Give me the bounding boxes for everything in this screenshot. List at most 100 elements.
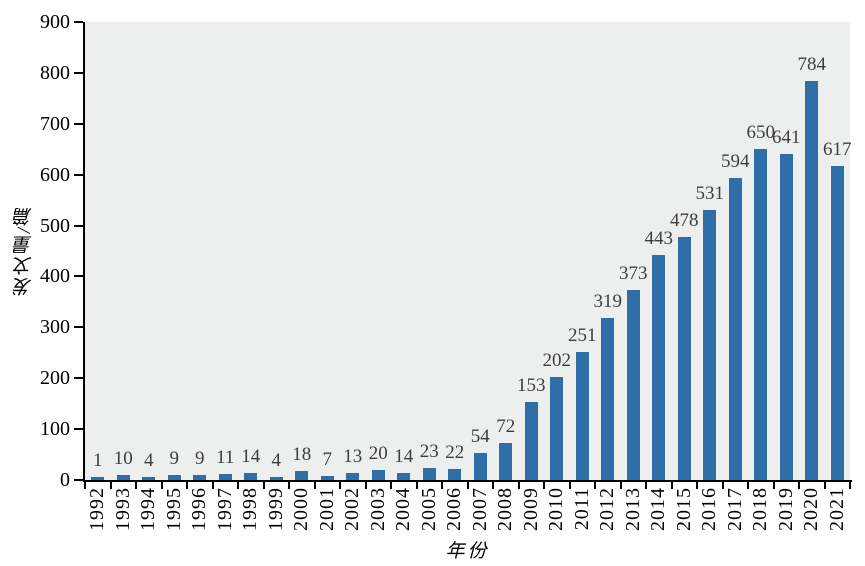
x-tick-label-container: 2020 [800, 487, 824, 531]
x-tick-label: 2019 [774, 487, 797, 531]
bar-value-label: 373 [619, 263, 648, 285]
x-axis-tick [721, 482, 724, 489]
bar-value-label: 202 [542, 350, 572, 372]
bar-value-label: 9 [169, 448, 180, 470]
x-tick-label: 2007 [468, 487, 491, 531]
x-axis-tick [594, 482, 596, 489]
x-tick-label: 2004 [392, 487, 415, 531]
x-tick-label-container: 2003 [366, 487, 390, 531]
x-tick-label: 1997 [213, 487, 236, 531]
bar-value-label: 594 [721, 150, 750, 172]
x-tick-label-container: 2000 [290, 487, 314, 531]
x-axis-tick [441, 482, 443, 489]
bar-value-label: 784 [797, 54, 827, 76]
y-axis-tick [74, 326, 83, 329]
bar-value-label: 10 [113, 447, 133, 469]
y-tick-label: 300 [40, 316, 70, 339]
bar [779, 153, 793, 480]
bar-value-label: 641 [772, 126, 801, 148]
bar [575, 352, 589, 480]
bar-value-label: 14 [394, 445, 414, 467]
x-tick-label-container: 2015 [672, 487, 696, 531]
bar [550, 377, 564, 480]
y-tick-label: 900 [40, 11, 70, 33]
bar-value-label: 18 [292, 443, 312, 465]
x-axis-tick [262, 482, 265, 489]
bar [91, 477, 105, 480]
x-axis-title: 年份 [445, 541, 490, 562]
x-axis-tick [492, 482, 494, 489]
bar-value-label: 72 [496, 416, 516, 438]
x-axis-tick [747, 482, 749, 489]
bar [167, 475, 181, 480]
bar [448, 468, 462, 480]
x-tick-label-container: 2014 [647, 487, 671, 531]
bar [397, 472, 411, 480]
x-tick-label: 2020 [800, 487, 823, 531]
y-axis-tick [74, 21, 83, 23]
x-tick-label: 2009 [519, 487, 542, 531]
x-tick-label-container: 2009 [519, 487, 543, 531]
x-tick-label: 2006 [443, 487, 466, 531]
x-axis-tick [237, 482, 239, 489]
y-tick-label: 700 [40, 112, 70, 135]
x-tick-label-container: 1993 [111, 487, 135, 531]
x-tick-label-container: 1998 [239, 487, 263, 531]
x-axis-tick [466, 482, 469, 489]
x-tick-label: 1995 [162, 487, 185, 531]
x-axis-tick [288, 482, 290, 489]
y-tick-label: 0 [60, 469, 70, 491]
x-tick-label: 1993 [111, 487, 134, 531]
x-axis-tick [849, 482, 851, 489]
x-tick-label: 1992 [86, 487, 109, 531]
y-axis-tick [74, 377, 83, 380]
x-tick-label-container: 2021 [825, 487, 849, 531]
bar-value-label: 20 [368, 442, 388, 464]
y-tick-label: 100 [40, 418, 70, 441]
x-axis-tick [313, 482, 316, 489]
x-tick-label: 2003 [366, 487, 389, 531]
x-tick-label: 2001 [315, 487, 338, 531]
plot-area [85, 22, 850, 480]
x-tick-label: 2008 [494, 487, 517, 531]
x-tick-label-container: 2011 [570, 487, 594, 530]
y-tick-label: 800 [40, 61, 70, 84]
bar [142, 477, 156, 480]
y-tick-label: 500 [40, 214, 70, 237]
bar [371, 469, 385, 480]
x-tick-label: 2012 [596, 487, 619, 531]
x-tick-label-container: 1994 [137, 487, 161, 531]
bar-value-label: 14 [241, 445, 261, 467]
x-tick-label: 1996 [188, 487, 211, 531]
bar [754, 149, 768, 480]
x-tick-label-container: 2004 [392, 487, 416, 531]
bar [626, 290, 640, 480]
x-tick-label: 1994 [137, 487, 160, 531]
bar [320, 476, 334, 480]
x-axis-tick [84, 482, 86, 489]
y-axis-tick [74, 224, 83, 227]
x-tick-label-container: 2019 [774, 487, 798, 531]
y-tick-label: 200 [40, 367, 70, 390]
x-axis-tick [109, 482, 112, 489]
bar-value-label: 478 [670, 209, 699, 231]
bar-value-label: 7 [322, 449, 333, 471]
bar [269, 477, 283, 480]
x-axis-tick [645, 482, 647, 489]
bar [346, 473, 360, 480]
bar-value-label: 23 [419, 441, 439, 463]
bar [524, 402, 538, 480]
x-tick-label-container: 2002 [341, 487, 365, 531]
y-axis-tick [74, 275, 83, 278]
y-axis-title-container: 发文量/篇 [10, 22, 38, 480]
bar [218, 474, 232, 480]
bar-value-label: 54 [470, 425, 490, 447]
x-axis-tick [364, 482, 367, 489]
x-axis-tick [517, 482, 520, 489]
x-tick-label-container: 2006 [443, 487, 467, 531]
bar [116, 474, 130, 480]
x-tick-label-container: 2001 [315, 487, 339, 531]
bar-value-label: 153 [517, 375, 546, 397]
x-tick-label-container: 2008 [494, 487, 518, 531]
